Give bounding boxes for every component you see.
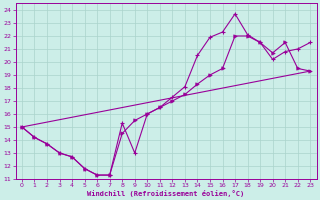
- X-axis label: Windchill (Refroidissement éolien,°C): Windchill (Refroidissement éolien,°C): [87, 190, 245, 197]
